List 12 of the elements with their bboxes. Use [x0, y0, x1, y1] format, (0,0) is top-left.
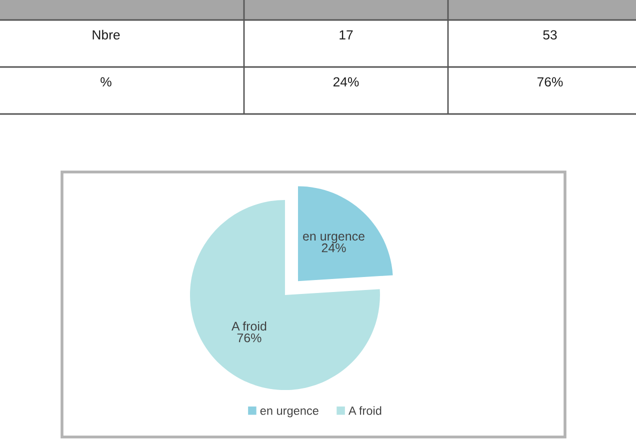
data-label: 24% — [322, 243, 346, 252]
data-label: 76% — [237, 333, 262, 342]
text: % — [100, 77, 112, 86]
legend-label: en urgence — [260, 408, 318, 418]
text: Nbre — [92, 30, 120, 40]
text: 17 — [340, 30, 353, 40]
text: 24% — [333, 77, 359, 86]
text: 76% — [537, 77, 563, 87]
slice-label: en urgence — [303, 234, 364, 244]
text: 53 — [543, 30, 557, 40]
slice-label: A froid — [232, 321, 266, 331]
legend-label: A froid — [348, 406, 382, 415]
